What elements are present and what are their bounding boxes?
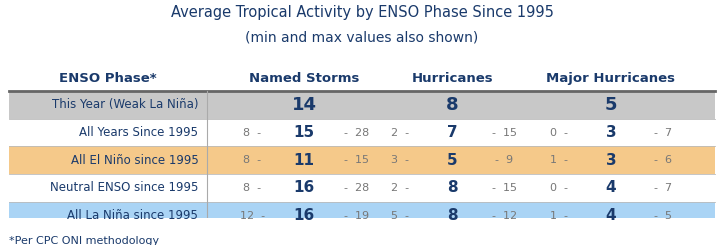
Text: 4: 4: [605, 208, 616, 223]
Text: 8: 8: [447, 208, 458, 223]
Text: Average Tropical Activity by ENSO Phase Since 1995: Average Tropical Activity by ENSO Phase …: [171, 5, 553, 20]
Text: -  28: - 28: [344, 183, 369, 193]
Text: 11: 11: [294, 153, 315, 168]
Bar: [9, 119, 715, 147]
Text: -  15: - 15: [492, 183, 517, 193]
Text: 5: 5: [447, 153, 458, 168]
Text: -  7: - 7: [654, 183, 672, 193]
Text: 8  -: 8 -: [243, 183, 261, 193]
Text: 7: 7: [447, 125, 458, 140]
Text: 5: 5: [605, 96, 617, 114]
Text: All Years Since 1995: All Years Since 1995: [80, 126, 198, 139]
Text: 1  -: 1 -: [550, 155, 568, 165]
Text: 14: 14: [292, 96, 317, 114]
Text: ENSO Phase*: ENSO Phase*: [59, 72, 156, 85]
Text: -  7: - 7: [654, 128, 672, 138]
Text: -  9: - 9: [495, 155, 513, 165]
Text: *Per CPC ONI methodology: *Per CPC ONI methodology: [9, 236, 159, 245]
Text: 8  -: 8 -: [243, 155, 261, 165]
Text: Major Hurricanes: Major Hurricanes: [547, 72, 675, 85]
Text: 16: 16: [294, 208, 315, 223]
Text: This Year (Weak La Niña): This Year (Weak La Niña): [52, 98, 198, 111]
Bar: [9, 91, 715, 119]
Text: Neutral ENSO since 1995: Neutral ENSO since 1995: [50, 182, 198, 195]
Text: 3  -: 3 -: [391, 155, 409, 165]
Text: 2  -: 2 -: [391, 183, 409, 193]
Text: All El Niño since 1995: All El Niño since 1995: [70, 154, 198, 167]
Text: -  19: - 19: [344, 211, 369, 221]
Text: 15: 15: [294, 125, 315, 140]
Text: -  15: - 15: [344, 155, 369, 165]
Text: Hurricanes: Hurricanes: [411, 72, 493, 85]
Bar: [9, 202, 715, 230]
Text: -  15: - 15: [492, 128, 517, 138]
Text: -  12: - 12: [492, 211, 517, 221]
Bar: [9, 147, 715, 174]
Text: 4: 4: [605, 181, 616, 196]
Text: 0  -: 0 -: [550, 183, 568, 193]
Bar: [9, 174, 715, 202]
Text: 1  -: 1 -: [550, 211, 568, 221]
Text: 3: 3: [605, 153, 616, 168]
Text: 12  -: 12 -: [240, 211, 265, 221]
Text: 8: 8: [446, 96, 458, 114]
Text: 2  -: 2 -: [391, 128, 409, 138]
Text: -  5: - 5: [654, 211, 672, 221]
Text: (min and max values also shown): (min and max values also shown): [245, 31, 479, 45]
Text: 5  -: 5 -: [391, 211, 409, 221]
Text: 8  -: 8 -: [243, 128, 261, 138]
Text: -  6: - 6: [654, 155, 672, 165]
Text: 3: 3: [605, 125, 616, 140]
Text: 16: 16: [294, 181, 315, 196]
Text: -  28: - 28: [344, 128, 369, 138]
Text: All La Niña since 1995: All La Niña since 1995: [67, 209, 198, 222]
Text: 0  -: 0 -: [550, 128, 568, 138]
Text: Named Storms: Named Storms: [249, 72, 360, 85]
Text: 8: 8: [447, 181, 458, 196]
